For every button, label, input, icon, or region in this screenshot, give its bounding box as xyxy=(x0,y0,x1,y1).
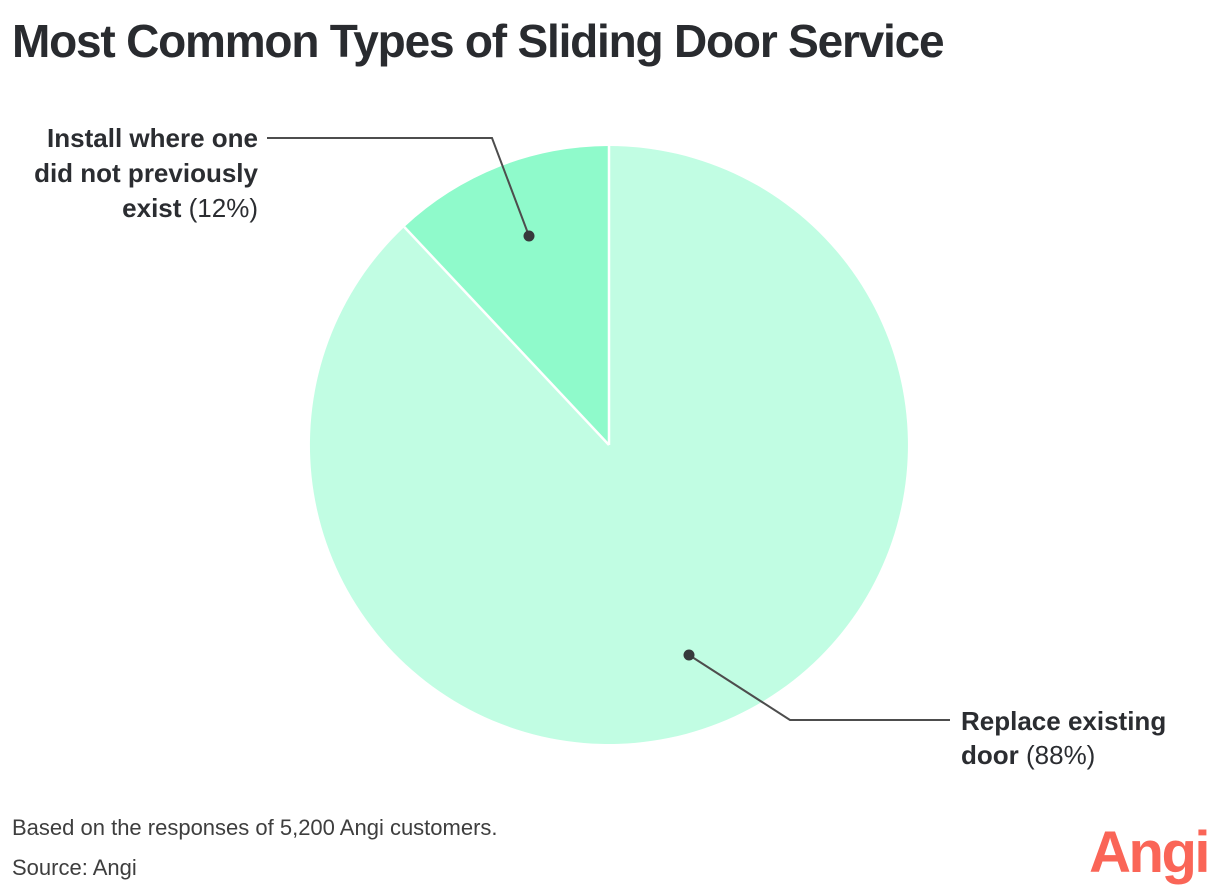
callout-leader-replace xyxy=(688,654,950,721)
page-title: Most Common Types of Sliding Door Servic… xyxy=(12,15,945,67)
callout-dot-replace xyxy=(683,649,695,661)
callout-install-line2: did not previously xyxy=(34,158,258,188)
pie-slice-divider xyxy=(403,226,610,446)
callout-install-label: Install where one did not previously exi… xyxy=(0,121,258,226)
callout-install-pct: (12%) xyxy=(181,193,258,223)
callout-leader-install xyxy=(267,137,530,237)
callout-dot-install xyxy=(523,230,535,242)
footnote: Based on the responses of 5,200 Angi cus… xyxy=(12,815,498,840)
callout-install-line3-bold: exist xyxy=(122,193,182,223)
callout-replace-line2-bold: door xyxy=(961,740,1019,770)
callout-replace-line1: Replace existing xyxy=(961,706,1167,736)
callout-replace-label: Replace existing door (88%) xyxy=(961,704,1166,772)
source-note: Source: Angi xyxy=(12,855,137,880)
angi-logo: Angi xyxy=(1089,820,1210,885)
callout-replace-pct: (88%) xyxy=(1018,740,1096,770)
callout-install-line3: exist (12%) xyxy=(0,191,258,226)
pie-slices xyxy=(309,146,908,744)
callout-install-line1: Install where one xyxy=(47,123,258,153)
pie-slice-install xyxy=(404,146,609,445)
callout-replace-line2: door (88%) xyxy=(961,738,1166,772)
